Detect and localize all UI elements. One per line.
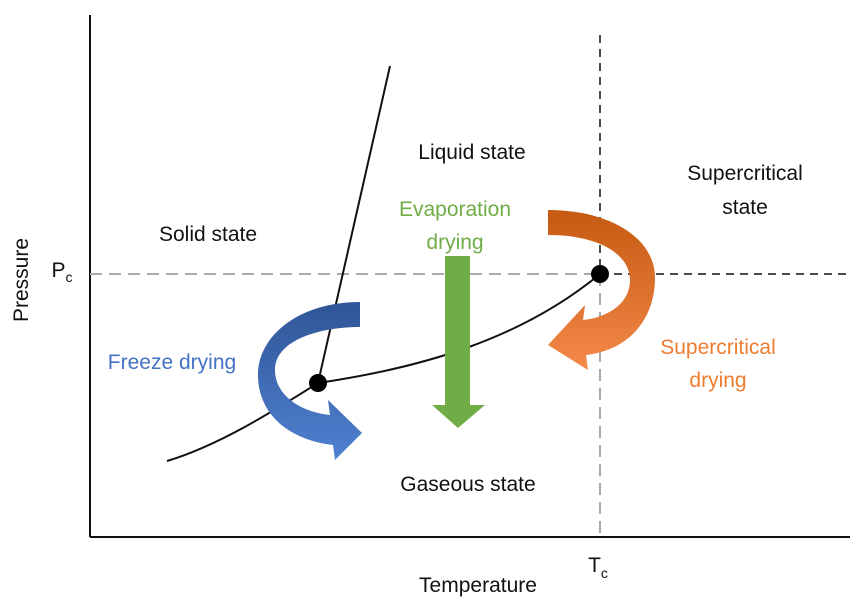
process-label: Evaporation [399,198,511,221]
pc-label: Pc [51,259,72,285]
critical-point [591,265,609,283]
process-label: drying [426,231,483,254]
process-label: drying [689,369,746,392]
melting-curve [317,65,391,384]
x-axis-label: Temperature [419,574,537,597]
tc-sub: c [601,565,608,581]
pc-main: P [51,259,65,282]
tc-label: Tc [588,554,608,581]
pc-sub: c [66,269,73,285]
process-label: Freeze drying [108,351,236,374]
region-label: Gaseous state [400,473,535,496]
region-label: Liquid state [418,141,525,164]
region-label: state [722,196,768,219]
region-label: Supercritical [687,162,803,185]
evaporation-arrow [432,256,485,428]
sublimation-curve [166,382,319,462]
y-axis-label: Pressure [10,238,33,322]
process-label: Supercritical [660,336,776,359]
supercritical-arrow [548,210,655,370]
triple-point [309,374,327,392]
freeze-arrow [258,302,362,460]
region-label: Solid state [159,223,257,246]
tc-main: T [588,554,601,577]
